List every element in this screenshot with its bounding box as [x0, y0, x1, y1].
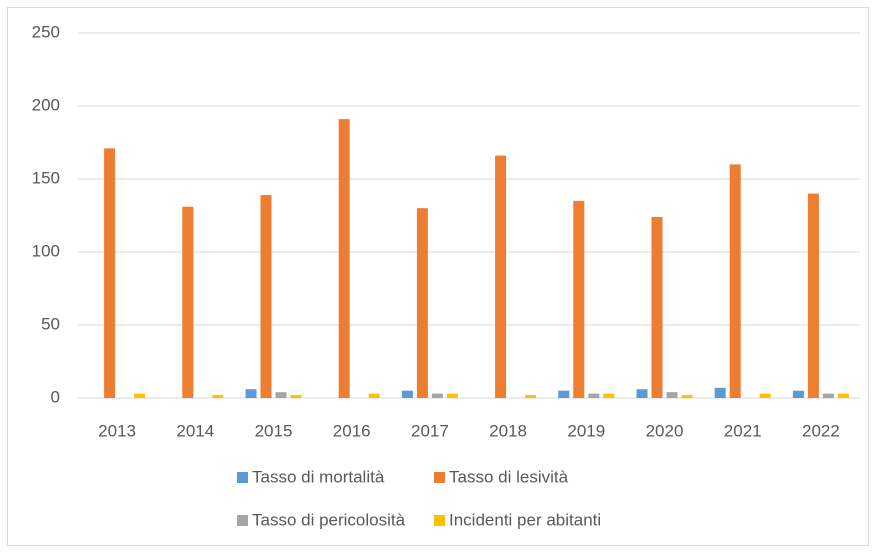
bar: [681, 395, 693, 398]
bar: [603, 393, 615, 398]
bar: [837, 393, 849, 398]
chart-frame: [7, 7, 869, 546]
y-tick-label: 50: [41, 314, 60, 333]
legend-swatch: [237, 515, 248, 526]
bar: [651, 216, 663, 398]
legend-swatch: [237, 472, 248, 483]
legend-swatch: [434, 515, 445, 526]
x-tick-label: 2022: [802, 421, 840, 440]
bar: [495, 155, 507, 398]
bar: [792, 390, 804, 398]
x-tick-label: 2017: [411, 421, 449, 440]
bar: [134, 393, 146, 398]
legend-swatch: [434, 472, 445, 483]
bar: [636, 389, 648, 398]
bar: [401, 390, 413, 398]
x-tick-label: 2016: [333, 421, 371, 440]
x-tick-label: 2015: [255, 421, 293, 440]
y-tick-label: 200: [32, 95, 60, 114]
y-tick-label: 150: [32, 168, 60, 187]
bar: [573, 200, 585, 398]
bar: [759, 393, 771, 398]
bar: [588, 393, 600, 398]
bar: [275, 392, 287, 398]
bar: [416, 208, 428, 398]
bar: [431, 393, 443, 398]
bar: [260, 195, 272, 398]
bar: [525, 395, 537, 398]
bar: [245, 389, 257, 398]
bar: [666, 392, 678, 398]
x-tick-label: 2018: [489, 421, 527, 440]
x-tick-label: 2021: [724, 421, 762, 440]
x-tick-label: 2020: [646, 421, 684, 440]
bar: [338, 119, 350, 398]
bar: [104, 148, 116, 398]
x-tick-label: 2019: [567, 421, 605, 440]
bar: [558, 390, 570, 398]
bar: [822, 393, 834, 398]
bar: [290, 395, 302, 398]
x-tick-label: 2013: [98, 421, 136, 440]
x-tick-label: 2014: [176, 421, 214, 440]
y-tick-label: 250: [32, 22, 60, 41]
y-tick-label: 0: [51, 387, 60, 406]
bar: [807, 193, 819, 398]
bar: [212, 395, 224, 398]
bar: [368, 393, 380, 398]
bar: [446, 393, 458, 398]
legend-label: Tasso di lesività: [449, 467, 569, 486]
bar: [182, 206, 194, 398]
legend-label: Tasso di pericolosità: [252, 510, 406, 529]
legend-label: Incidenti per abitanti: [449, 510, 601, 529]
legend-label: Tasso di mortalità: [252, 467, 385, 486]
bar: [714, 387, 726, 398]
y-tick-label: 100: [32, 241, 60, 260]
bar: [729, 164, 741, 398]
